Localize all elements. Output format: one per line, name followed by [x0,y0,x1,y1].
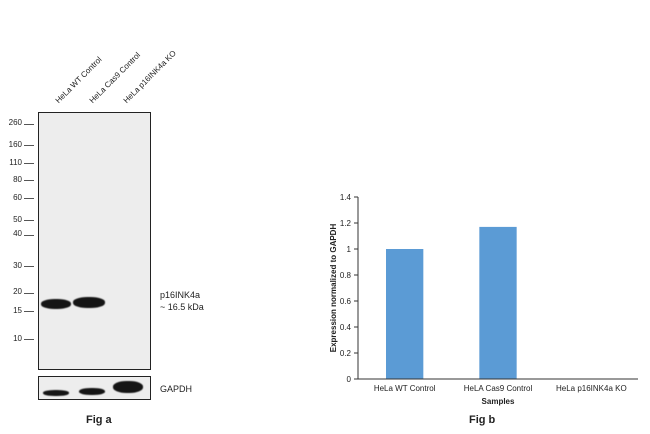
mw-tick [24,266,34,267]
mw-260: 260 [8,118,22,127]
gapdh-band-cas9 [79,388,105,395]
band-cas9 [73,297,105,308]
band-wt [41,299,71,309]
fig-b-caption: Fig b [469,414,496,426]
protein-name: p16INK4a [160,290,201,300]
y-tick-label: 1 [347,245,352,254]
y-axis-title: Expression normalized to GAPDH [329,224,338,353]
mw-tick [24,198,34,199]
mw-10: 10 [13,334,22,343]
gapdh-band-wt [43,390,69,396]
mw-tick [24,235,34,236]
mw-60: 60 [13,193,22,202]
mw-80: 80 [13,175,22,184]
mw-tick [24,124,34,125]
mw-tick [24,163,34,164]
mw-tick [24,293,34,294]
y-tick-label: 0.4 [340,323,352,332]
blot-gapdh [38,376,151,400]
x-tick-label: HeLa p16INK4a KO [556,384,627,393]
protein-size: ~ 16.5 kDa [160,302,204,312]
x-tick-label: HeLA Cas9 Control [464,384,533,393]
mw-tick [24,145,34,146]
protein-annotation: p16INK4a ~ 16.5 kDa [160,289,204,313]
mw-tick [24,220,34,221]
blot-main [38,112,151,370]
y-tick-label: 0.8 [340,271,352,280]
mw-15: 15 [13,306,22,315]
mw-20: 20 [13,287,22,296]
mw-tick [24,180,34,181]
mw-110: 110 [9,158,22,167]
y-tick-label: 1.4 [340,193,352,202]
fig-a-caption: Fig a [86,414,112,426]
x-axis-title: Samples [482,397,515,406]
x-tick-label: HeLa WT Control [374,384,436,393]
mw-tick [24,311,34,312]
y-tick-label: 0 [347,375,352,384]
bar-0 [386,249,424,379]
bar-1 [479,226,517,379]
gapdh-band-ko [113,381,143,393]
mw-160: 160 [8,140,22,149]
y-tick-label: 1.2 [340,219,352,228]
mw-50: 50 [13,215,22,224]
mw-40: 40 [13,229,22,238]
y-tick-label: 0.2 [340,349,352,358]
mw-tick [24,339,34,340]
mw-30: 30 [13,261,22,270]
gapdh-label: GAPDH [160,384,193,394]
y-tick-label: 0.6 [340,297,352,306]
